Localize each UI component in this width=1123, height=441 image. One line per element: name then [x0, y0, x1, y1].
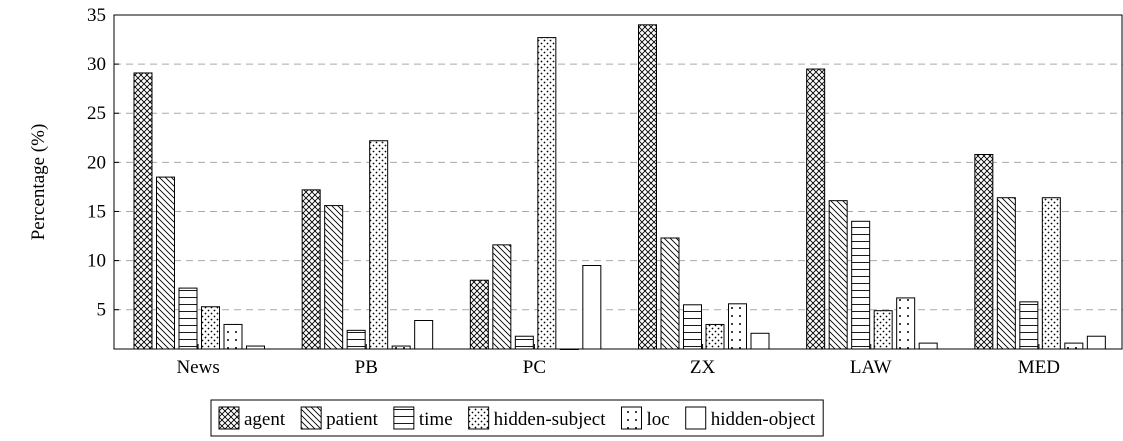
y-axis-label: Percentage (%) — [28, 124, 49, 241]
bar-hidden-subject-news — [201, 306, 220, 350]
legend-swatch-agent — [218, 406, 240, 430]
bar-patient-law — [828, 200, 848, 350]
bar-agent-pc — [469, 279, 489, 350]
bar-loc-news — [223, 323, 243, 350]
x-category-label: PC — [523, 357, 546, 378]
legend-swatch-patient — [300, 406, 322, 430]
bar-loc-med — [1064, 342, 1084, 350]
bar-agent-med — [974, 153, 994, 350]
x-category-label: News — [176, 357, 219, 378]
y-tick-label: 10 — [87, 251, 106, 272]
bar-hidden-subject-zx — [705, 323, 725, 350]
bar-hidden-object-pb — [414, 320, 434, 350]
y-axis: 5 10 15 20 25 30 35 — [87, 5, 119, 321]
legend-label-hidden-subject: hidden-subject — [494, 409, 607, 430]
legend-label-time: time — [419, 409, 453, 430]
bars — [133, 24, 1106, 350]
bar-hidden-object-med — [1086, 335, 1106, 350]
bar-patient-zx — [660, 237, 680, 350]
legend-label-loc: loc — [647, 409, 670, 430]
legend-label-agent: agent — [244, 409, 286, 430]
bar-time-pc — [514, 335, 534, 350]
bar-loc-law — [896, 297, 916, 350]
bar-time-law — [851, 220, 871, 350]
bar-agent-zx — [638, 24, 657, 350]
bar-patient-news — [156, 176, 175, 350]
bar-patient-med — [996, 197, 1016, 350]
x-category-label: LAW — [850, 357, 892, 378]
y-tick-label: 20 — [87, 152, 106, 173]
bar-time-news — [178, 287, 198, 350]
bar-time-zx — [683, 304, 702, 350]
bar-time-med — [1019, 301, 1039, 350]
bar-time-pb — [346, 329, 366, 350]
bar-hidden-subject-pb — [369, 140, 389, 350]
y-tick-label: 5 — [97, 300, 107, 321]
bar-agent-law — [806, 68, 826, 350]
bar-loc-zx — [728, 303, 747, 350]
bar-patient-pb — [324, 205, 344, 350]
bar-hidden-object-pc — [582, 265, 602, 350]
bar-agent-news — [133, 72, 153, 350]
y-tick-label: 15 — [87, 201, 106, 222]
plot-frame — [113, 14, 1123, 350]
bar-agent-pb — [301, 189, 321, 350]
y-tick-label: 30 — [87, 54, 106, 75]
legend: agent patient time hidden-subject loc hidden-… — [210, 399, 824, 437]
legend-label-hidden-object: hidden-object — [711, 409, 816, 430]
legend-swatch-hidden-object — [685, 406, 707, 430]
x-axis: News PB PC ZX LAW MED — [176, 344, 1060, 378]
bar-hidden-subject-pc — [537, 37, 557, 350]
bar-hidden-object-law — [918, 342, 938, 350]
bar-hidden-object-zx — [750, 332, 770, 350]
y-tick-label: 25 — [87, 103, 106, 124]
legend-swatch-time — [393, 406, 415, 430]
bar-hidden-subject-med — [1041, 197, 1061, 350]
x-category-label: MED — [1018, 357, 1060, 378]
legend-swatch-hidden-subject — [468, 406, 490, 430]
legend-swatch-loc — [621, 406, 642, 430]
x-category-label: ZX — [690, 357, 716, 378]
y-tick-label: 35 — [87, 5, 106, 26]
legend-label-patient: patient — [326, 409, 378, 430]
bar-patient-pc — [492, 244, 512, 350]
bar-hidden-subject-law — [873, 310, 893, 350]
x-category-label: PB — [355, 357, 378, 378]
grid-lines — [114, 63, 1123, 311]
